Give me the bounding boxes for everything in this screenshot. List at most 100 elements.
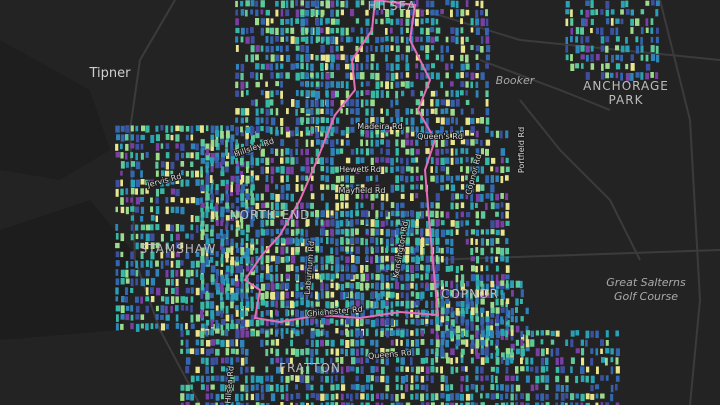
building [485, 9, 488, 17]
building [290, 264, 294, 271]
building [235, 197, 240, 203]
building [255, 117, 260, 125]
building [605, 330, 609, 338]
building [140, 251, 144, 259]
building [270, 27, 275, 35]
building [500, 220, 505, 228]
building [370, 54, 375, 62]
building [201, 323, 205, 332]
building [475, 202, 478, 208]
building [385, 28, 388, 35]
building [475, 352, 480, 359]
building [180, 269, 184, 277]
building [465, 301, 470, 309]
building [370, 117, 375, 125]
building [395, 130, 400, 137]
building [370, 375, 374, 382]
building [305, 300, 310, 308]
building [365, 255, 369, 262]
building [285, 193, 289, 200]
building [240, 36, 244, 43]
building [380, 264, 385, 270]
building [390, 0, 394, 7]
building [465, 220, 469, 226]
building [235, 220, 240, 227]
building [505, 175, 509, 181]
building [285, 126, 290, 132]
building [485, 27, 489, 36]
building [415, 166, 419, 173]
building [295, 246, 300, 253]
building [240, 63, 245, 72]
building [195, 287, 200, 296]
building [400, 366, 404, 372]
building [431, 309, 435, 317]
building [335, 220, 340, 229]
building [370, 301, 373, 308]
building [205, 193, 210, 201]
building [225, 161, 229, 167]
building [255, 384, 259, 391]
building [215, 188, 219, 195]
building [285, 148, 290, 155]
building [655, 36, 659, 44]
building [475, 73, 479, 79]
building [320, 166, 325, 172]
building [320, 318, 326, 325]
building [430, 291, 433, 297]
building [360, 219, 364, 225]
building [340, 291, 344, 300]
building [205, 283, 209, 291]
building [610, 18, 614, 26]
building [270, 328, 273, 335]
building [480, 148, 484, 155]
building [395, 394, 399, 402]
building [265, 27, 270, 34]
building [225, 339, 230, 348]
building [260, 246, 264, 254]
building [370, 339, 375, 346]
building [440, 375, 445, 382]
building [386, 246, 389, 252]
building [340, 54, 345, 61]
building [170, 170, 174, 178]
building [180, 296, 185, 303]
building [570, 9, 573, 18]
building [595, 402, 599, 405]
building [530, 384, 535, 392]
building [315, 318, 318, 324]
building [340, 339, 344, 346]
building [430, 36, 435, 44]
building [195, 330, 200, 337]
building [145, 296, 149, 302]
building [650, 18, 654, 25]
building [295, 184, 299, 192]
building [455, 283, 459, 292]
building [525, 325, 529, 333]
building [490, 307, 495, 313]
building [430, 358, 434, 366]
building [370, 256, 373, 264]
building [440, 184, 445, 191]
building [315, 99, 319, 108]
building [325, 219, 330, 227]
building [440, 81, 443, 89]
building [365, 90, 370, 96]
building [330, 228, 334, 236]
building [235, 175, 240, 183]
building [355, 274, 359, 280]
building [200, 166, 203, 175]
building [185, 170, 189, 177]
building [240, 130, 244, 137]
building [425, 318, 429, 324]
building [220, 330, 225, 336]
building [395, 117, 400, 124]
building [450, 202, 454, 210]
building [425, 27, 430, 35]
building [125, 278, 130, 284]
building [350, 264, 356, 273]
building [290, 18, 293, 26]
building [225, 393, 230, 401]
building [265, 219, 269, 226]
building [185, 339, 189, 348]
